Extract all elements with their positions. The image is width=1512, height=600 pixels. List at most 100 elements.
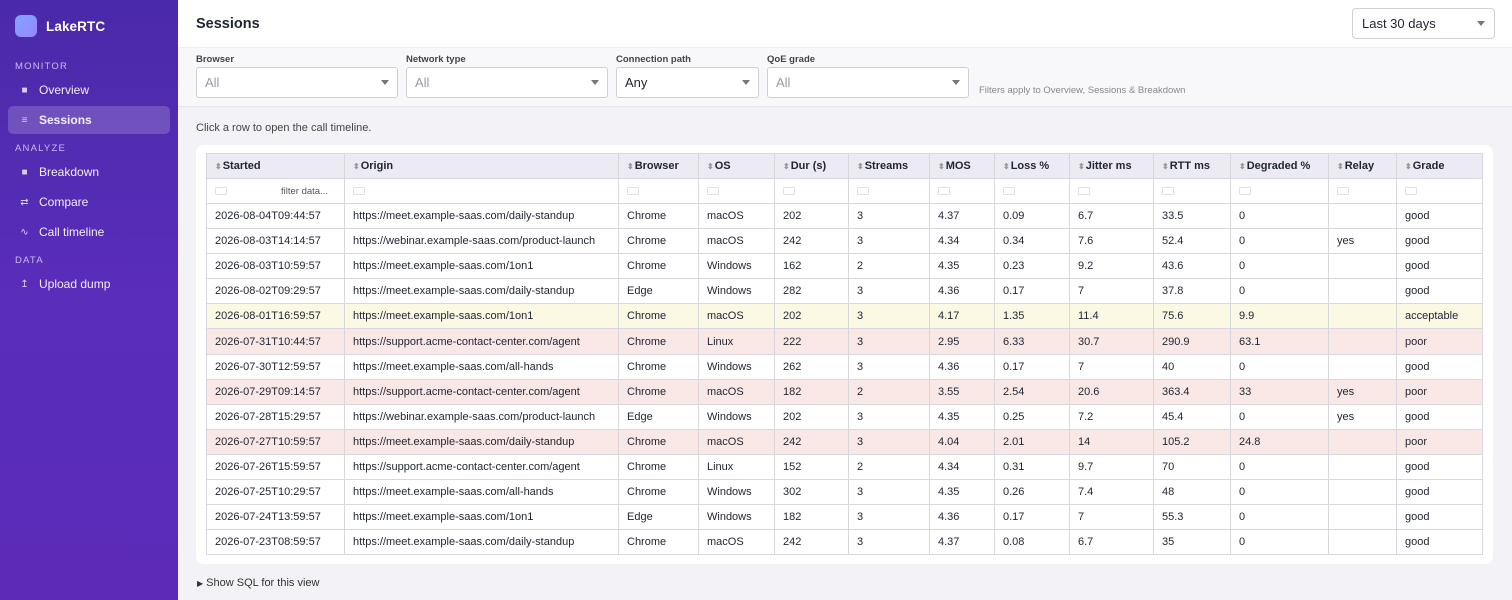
column-header[interactable]: ⬍OS — [698, 153, 775, 179]
sort-icon: ⬍ — [1162, 162, 1169, 171]
filter-type-icon — [938, 187, 950, 196]
column-header[interactable]: ⬍Degraded % — [1230, 153, 1329, 179]
table-row[interactable]: 2026-08-01T16:59:57 https://meet.example-… — [206, 303, 1483, 330]
table-cell: 4.37 — [929, 529, 995, 556]
table-cell: 2026-08-03T14:14:57 — [206, 228, 345, 255]
table-cell: 242 — [774, 529, 849, 556]
column-header[interactable]: ⬍Started — [206, 153, 345, 179]
table-cell: macOS — [698, 529, 775, 556]
column-header[interactable]: ⬍RTT ms — [1153, 153, 1231, 179]
table-cell — [1328, 529, 1397, 556]
sidebar-item-breakdown[interactable]: ■ Breakdown — [8, 158, 170, 186]
table-cell: 3 — [848, 403, 930, 430]
column-filter-input[interactable] — [618, 178, 699, 204]
column-header-label: Relay — [1344, 160, 1375, 172]
table-cell: Windows — [698, 278, 775, 305]
table-cell: Edge — [618, 403, 699, 430]
column-filter-input[interactable] — [1069, 178, 1154, 204]
table-cell: https://meet.example-saas.com/1on1 — [344, 303, 619, 330]
topbar: Sessions Last 30 days — [178, 0, 1512, 48]
date-range-select[interactable]: Last 30 days — [1352, 8, 1495, 39]
column-filter-input[interactable] — [698, 178, 775, 204]
column-filter-input[interactable] — [929, 178, 995, 204]
table-cell: Chrome — [618, 479, 699, 506]
table-cell: 3 — [848, 504, 930, 531]
show-sql-label: Show SQL for this view — [206, 577, 320, 589]
upload-icon: ↥ — [20, 278, 29, 290]
qoe-select[interactable]: All — [767, 67, 969, 98]
table-row[interactable]: 2026-07-24T13:59:57 https://meet.example-… — [206, 504, 1483, 531]
table-row[interactable]: 2026-07-29T09:14:57 https://support.acme-… — [206, 378, 1483, 405]
table-cell: 4.04 — [929, 428, 995, 455]
column-filter-input[interactable] — [1396, 178, 1483, 204]
table-cell: 2026-08-01T16:59:57 — [206, 303, 345, 330]
browser-select[interactable]: All — [196, 67, 398, 98]
filter-placeholder: filter data... — [281, 185, 328, 197]
table-cell: 0 — [1230, 228, 1329, 255]
sort-icon: ⬍ — [783, 162, 790, 171]
table-cell: 2026-08-04T09:44:57 — [206, 202, 345, 230]
table-cell: 4.34 — [929, 228, 995, 255]
table-row[interactable]: 2026-08-04T09:44:57 https://meet.example-… — [206, 202, 1483, 230]
table-cell — [1328, 202, 1397, 230]
sidebar-item-call-timeline[interactable]: ∿ Call timeline — [8, 218, 170, 246]
square-icon: ■ — [21, 84, 28, 96]
table-cell: 0.17 — [994, 278, 1070, 305]
show-sql-toggle[interactable]: ▶ Show SQL for this view — [197, 577, 319, 589]
network-select[interactable]: All — [406, 67, 608, 98]
table-row[interactable]: 2026-07-25T10:29:57 https://meet.example-… — [206, 479, 1483, 506]
column-filter-input[interactable] — [1230, 178, 1329, 204]
table-cell: 14 — [1069, 428, 1154, 455]
table-row[interactable]: 2026-07-30T12:59:57 https://meet.example-… — [206, 353, 1483, 380]
table-cell: 0.26 — [994, 479, 1070, 506]
table-row[interactable]: 2026-07-31T10:44:57 https://support.acme-… — [206, 328, 1483, 355]
table-cell: 262 — [774, 353, 849, 380]
table-row[interactable]: 2026-07-28T15:29:57 https://webinar.examp… — [206, 403, 1483, 430]
sidebar-item-compare[interactable]: ⇄ Compare — [8, 188, 170, 216]
table-row[interactable]: 2026-08-03T10:59:57 https://meet.example-… — [206, 253, 1483, 280]
column-filter-input[interactable]: filter data... — [206, 178, 345, 204]
table-cell: Linux — [698, 453, 775, 481]
column-header[interactable]: ⬍Relay — [1328, 153, 1397, 179]
swap-icon: ⇄ — [20, 196, 29, 208]
chevron-down-icon — [591, 80, 599, 85]
column-header[interactable]: ⬍Jitter ms — [1069, 153, 1154, 179]
column-filter-input[interactable] — [994, 178, 1070, 204]
table-row[interactable]: 2026-07-27T10:59:57 https://meet.example-… — [206, 428, 1483, 455]
table-cell: 0.08 — [994, 529, 1070, 556]
sidebar-item-sessions[interactable]: ≡ Sessions — [8, 106, 170, 134]
column-header[interactable]: ⬍Origin — [344, 153, 619, 179]
column-header[interactable]: ⬍MOS — [929, 153, 995, 179]
column-header[interactable]: ⬍Loss % — [994, 153, 1070, 179]
table-cell: poor — [1396, 328, 1483, 355]
table-cell — [1328, 278, 1397, 305]
filter-type-icon — [1337, 187, 1349, 196]
table-cell: 2026-07-26T15:59:57 — [206, 453, 345, 481]
connection-path-select[interactable]: Any — [616, 67, 759, 98]
column-filter-input[interactable] — [848, 178, 930, 204]
filter-type-icon — [1162, 187, 1174, 196]
table-row[interactable]: 2026-07-26T15:59:57 https://support.acme-… — [206, 453, 1483, 481]
column-header[interactable]: ⬍Streams — [848, 153, 930, 179]
sidebar-item-label: Overview — [39, 83, 90, 97]
table-row[interactable]: 2026-07-23T08:59:57 https://meet.example-… — [206, 529, 1483, 556]
column-filter-input[interactable] — [344, 178, 619, 204]
sort-icon: ⬍ — [1405, 162, 1412, 171]
table-row[interactable]: 2026-08-03T14:14:57 https://webinar.examp… — [206, 228, 1483, 255]
column-header[interactable]: ⬍Grade — [1396, 153, 1483, 179]
column-header[interactable]: ⬍Dur (s) — [774, 153, 849, 179]
column-filter-input[interactable] — [1328, 178, 1397, 204]
table-cell: 45.4 — [1153, 403, 1231, 430]
filter-type-icon — [353, 187, 365, 196]
table-cell: 9.7 — [1069, 453, 1154, 481]
sidebar-item-upload-dump[interactable]: ↥ Upload dump — [8, 270, 170, 298]
sort-icon: ⬍ — [627, 162, 634, 171]
table-cell: 2026-07-28T15:29:57 — [206, 403, 345, 430]
table-cell: 6.7 — [1069, 202, 1154, 230]
table-row[interactable]: 2026-08-02T09:29:57 https://meet.example-… — [206, 278, 1483, 305]
column-filter-input[interactable] — [1153, 178, 1231, 204]
table-cell: 0.31 — [994, 453, 1070, 481]
column-filter-input[interactable] — [774, 178, 849, 204]
column-header[interactable]: ⬍Browser — [618, 153, 699, 179]
sidebar-item-overview[interactable]: ■ Overview — [8, 76, 170, 104]
